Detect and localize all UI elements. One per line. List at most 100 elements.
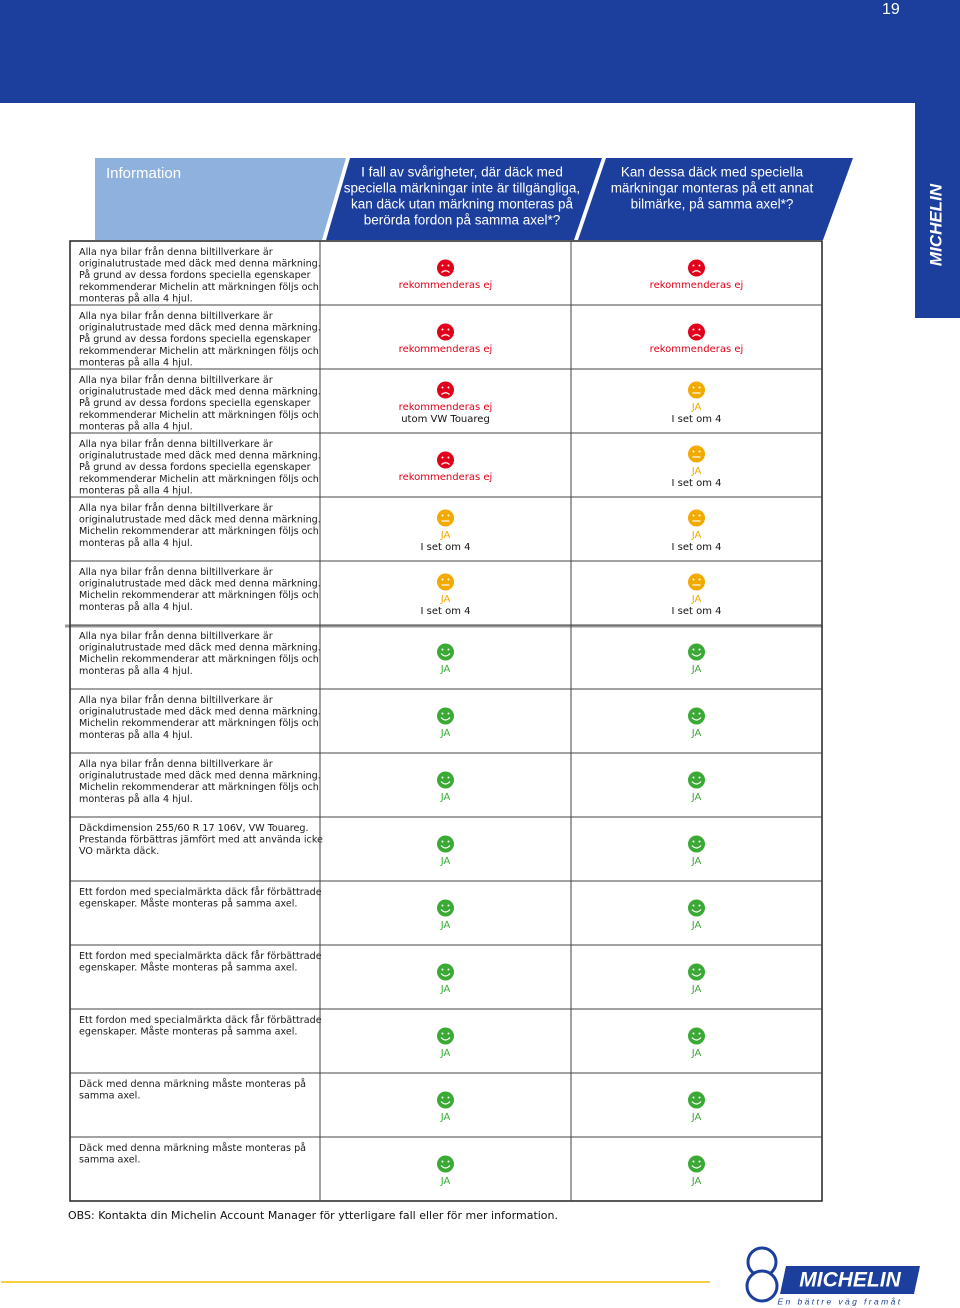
table-border: [69, 240, 823, 1202]
icon-eye: [441, 1160, 444, 1163]
status-label: JA: [440, 920, 451, 931]
icon-eye: [698, 386, 701, 389]
icon-eye: [441, 1096, 444, 1099]
status-label: JA: [691, 1048, 702, 1059]
icon-eye: [447, 1160, 450, 1163]
row-description: rekommenderar Michelin att märkningen fö…: [79, 474, 319, 485]
icon-eye: [692, 1160, 695, 1163]
status-label: rekommenderas ej: [650, 344, 744, 355]
status-icon: [688, 573, 705, 591]
icon-eye: [441, 840, 444, 843]
header-panel: [95, 158, 346, 240]
header-text: bilmärke, på samma axel*?: [631, 197, 794, 212]
icon-mouth: [691, 973, 702, 977]
row-description: Alla nya bilar från denna biltillverkare…: [79, 437, 273, 450]
status-note: I set om 4: [672, 606, 722, 617]
page-number: 19: [882, 1, 900, 18]
icon-mouth: [440, 973, 451, 977]
icon-eye: [441, 514, 444, 517]
icon-eye: [447, 904, 450, 907]
icon-eye: [692, 386, 695, 389]
icon-eye: [698, 776, 701, 779]
logo-box: [780, 1266, 920, 1294]
status-label: JA: [440, 1112, 451, 1123]
icon-eye: [447, 514, 450, 517]
status-icon: [688, 963, 705, 981]
status-label: JA: [691, 530, 702, 541]
status-label: JA: [691, 728, 702, 739]
icon-eye: [698, 328, 701, 331]
icon-eye: [447, 456, 450, 459]
icon-mouth: [691, 1037, 702, 1041]
icon-eye: [692, 1032, 695, 1035]
icon-mouth: [691, 653, 702, 657]
status-label: JA: [440, 728, 451, 739]
icon-eye: [698, 1160, 701, 1163]
status-label: JA: [440, 984, 451, 995]
icon-mouth: [691, 845, 702, 849]
row-description: Alla nya bilar från denna biltillverkare…: [79, 565, 273, 578]
icon-eye: [447, 776, 450, 779]
status-label: JA: [691, 594, 702, 605]
row-description: Däck med denna märkning måste monteras p…: [79, 1141, 306, 1154]
icon-eye: [447, 1032, 450, 1035]
icon-eye: [698, 904, 701, 907]
icon-eye: [441, 386, 444, 389]
icon-eye: [447, 840, 450, 843]
icon-eye: [692, 840, 695, 843]
bibendum: [745, 1269, 779, 1303]
status-icon: [437, 1027, 454, 1045]
header-panel: [326, 158, 602, 240]
row-description: Alla nya bilar från denna biltillverkare…: [79, 629, 273, 642]
icon-eye: [692, 1096, 695, 1099]
icon-eye: [447, 712, 450, 715]
row-description: Alla nya bilar från denna biltillverkare…: [79, 693, 273, 706]
header-title: Information: [106, 165, 181, 182]
icon-eye: [441, 328, 444, 331]
header-panel: [578, 158, 853, 240]
status-label: JA: [440, 792, 451, 803]
row-description: monteras på alla 4 hjul.: [79, 792, 193, 805]
icon-mouth: [440, 781, 451, 785]
row-description: Alla nya bilar från denna biltillverkare…: [79, 501, 273, 514]
status-icon: [688, 643, 705, 661]
row-description: rekommenderar Michelin att märkningen fö…: [79, 346, 319, 357]
row-description: monteras på alla 4 hjul.: [79, 291, 193, 304]
row-description: Alla nya bilar från denna biltillverkare…: [79, 309, 273, 322]
icon-eye: [447, 328, 450, 331]
icon-mouth: [441, 334, 450, 337]
footer-note: OBS: Kontakta din Michelin Account Manag…: [68, 1209, 558, 1222]
status-label: JA: [691, 1112, 702, 1123]
status-label: JA: [440, 1048, 451, 1059]
icon-eye: [692, 514, 695, 517]
icon-eye: [441, 264, 444, 267]
status-icon: [688, 1155, 705, 1173]
row-description: samma axel.: [79, 1091, 140, 1102]
icon-eye: [447, 968, 450, 971]
side-tab: [915, 103, 960, 318]
row-description: originalutrustade med däck med denna mär…: [79, 451, 321, 462]
row-description: Michelin rekommenderar att märkningen fö…: [79, 526, 319, 537]
header-text: kan däck utan märkning monteras på: [351, 197, 574, 212]
status-icon: [437, 509, 454, 527]
status-label: JA: [691, 920, 702, 931]
icon-mouth: [691, 909, 702, 913]
row-description: Prestanda förbättras jämfört med att anv…: [79, 835, 323, 846]
status-icon: [437, 259, 454, 277]
row-description: Däck med denna märkning måste monteras p…: [79, 1077, 306, 1090]
row-description: originalutrustade med däck med denna mär…: [79, 323, 321, 334]
icon-eye: [447, 264, 450, 267]
status-label: rekommenderas ej: [399, 472, 493, 483]
row-description: originalutrustade med däck med denna mär…: [79, 579, 321, 590]
row-description: originalutrustade med däck med denna mär…: [79, 515, 321, 526]
icon-eye: [441, 712, 444, 715]
status-icon: [688, 835, 705, 853]
row-description: monteras på alla 4 hjul.: [79, 728, 193, 741]
status-label: JA: [691, 792, 702, 803]
header-text: Kan dessa däck med speciella: [621, 165, 804, 180]
logo: MICHELIN En bättre väg framåt: [745, 1246, 920, 1306]
icon-mouth: [692, 270, 701, 273]
icon-eye: [447, 1096, 450, 1099]
row-description: originalutrustade med däck med denna mär…: [79, 259, 321, 270]
status-label: JA: [691, 664, 702, 675]
